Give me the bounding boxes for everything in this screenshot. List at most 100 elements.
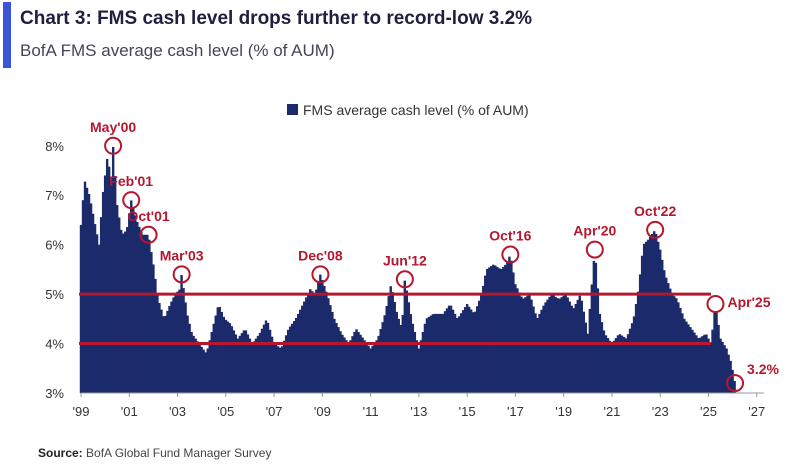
bar bbox=[341, 334, 344, 393]
bar bbox=[663, 270, 666, 393]
bar bbox=[594, 262, 598, 393]
bar bbox=[469, 309, 473, 393]
bar bbox=[331, 311, 334, 393]
bar bbox=[383, 315, 386, 393]
bar bbox=[725, 348, 728, 393]
bar bbox=[367, 345, 370, 393]
callout-label: May'00 bbox=[90, 119, 136, 135]
bar bbox=[667, 283, 670, 393]
bar bbox=[608, 340, 612, 393]
bar bbox=[164, 315, 167, 393]
bar bbox=[467, 306, 471, 393]
bar bbox=[359, 334, 362, 393]
bar bbox=[510, 260, 513, 393]
bar bbox=[184, 302, 187, 393]
bar bbox=[204, 352, 207, 393]
bar bbox=[463, 307, 467, 393]
callout-label: Oct'01 bbox=[127, 208, 169, 224]
bar bbox=[542, 305, 545, 393]
bar bbox=[413, 332, 417, 393]
x-tick-label: '27 bbox=[748, 404, 765, 419]
bar bbox=[210, 332, 213, 393]
bar bbox=[124, 231, 127, 393]
bar bbox=[699, 337, 702, 393]
bar bbox=[224, 319, 228, 393]
callout-label: Apr'20 bbox=[573, 223, 616, 239]
bar bbox=[172, 297, 175, 393]
bar bbox=[178, 289, 181, 393]
bar bbox=[136, 221, 139, 393]
bar bbox=[616, 335, 620, 393]
bar bbox=[630, 323, 634, 393]
bar bbox=[140, 231, 143, 393]
bar bbox=[685, 321, 688, 393]
bar bbox=[327, 298, 330, 393]
bar bbox=[614, 338, 618, 393]
bar bbox=[299, 309, 302, 393]
bar bbox=[540, 309, 543, 393]
bar bbox=[270, 336, 274, 393]
bar bbox=[697, 338, 700, 393]
bar bbox=[447, 305, 451, 393]
bar bbox=[411, 323, 415, 393]
bar bbox=[592, 260, 596, 393]
bar bbox=[624, 338, 628, 393]
bar bbox=[490, 266, 493, 393]
bar bbox=[317, 282, 320, 393]
bar bbox=[95, 234, 99, 393]
bar bbox=[711, 329, 714, 393]
bar bbox=[715, 311, 718, 393]
chart-subtitle: BofA FMS average cash level (% of AUM) bbox=[20, 41, 335, 60]
bar bbox=[240, 333, 244, 393]
chart-title: Chart 3: FMS cash level drops further to… bbox=[20, 8, 533, 29]
callout-circle bbox=[585, 240, 604, 259]
bar bbox=[626, 334, 630, 393]
bar bbox=[717, 324, 720, 393]
y-tick-label: 7% bbox=[45, 188, 64, 203]
bar bbox=[258, 332, 262, 393]
bar bbox=[675, 298, 678, 393]
bar bbox=[321, 279, 324, 393]
bar bbox=[220, 311, 223, 393]
bar bbox=[604, 335, 608, 393]
legend-swatch bbox=[287, 104, 298, 115]
bar bbox=[343, 337, 346, 393]
bar bbox=[122, 233, 125, 393]
bar bbox=[695, 335, 698, 393]
bar bbox=[120, 229, 123, 393]
bar bbox=[484, 275, 487, 393]
bar bbox=[206, 348, 209, 393]
bar bbox=[409, 314, 413, 393]
bar bbox=[512, 272, 515, 393]
bar bbox=[693, 332, 696, 393]
bar bbox=[353, 332, 356, 393]
x-tick-label: '09 bbox=[314, 404, 331, 419]
bar bbox=[355, 329, 358, 393]
bar bbox=[622, 336, 626, 393]
bar bbox=[162, 316, 165, 393]
bar bbox=[701, 336, 704, 393]
bar bbox=[85, 187, 89, 393]
bar bbox=[97, 244, 101, 393]
bar bbox=[522, 298, 525, 393]
bar bbox=[192, 335, 195, 393]
bar bbox=[427, 316, 431, 393]
bar bbox=[99, 217, 103, 393]
bar bbox=[351, 336, 354, 393]
callout-circle bbox=[139, 225, 158, 244]
bar bbox=[79, 224, 83, 393]
bar bbox=[309, 289, 312, 393]
bar bbox=[407, 302, 411, 393]
bar bbox=[719, 338, 722, 393]
bar bbox=[166, 310, 169, 393]
bar bbox=[596, 288, 600, 393]
bar bbox=[329, 305, 332, 393]
bar bbox=[361, 337, 364, 393]
bar bbox=[188, 323, 191, 393]
bar bbox=[81, 200, 85, 393]
bar bbox=[465, 304, 469, 393]
bar-series bbox=[79, 146, 736, 393]
bar bbox=[216, 307, 219, 393]
bar bbox=[445, 308, 449, 393]
bar bbox=[134, 215, 137, 393]
